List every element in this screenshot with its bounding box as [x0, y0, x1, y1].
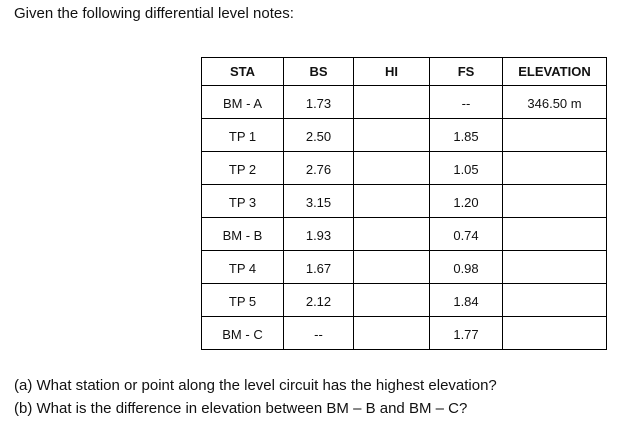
cell-sta: TP 2	[201, 151, 284, 185]
table-body: BM - A 1.73 -- 346.50 m TP 1 2.50 1.85 TP 2 2.76…	[201, 85, 607, 350]
empty-cell	[502, 151, 607, 185]
table-row: BM - C -- 1.77	[201, 316, 607, 350]
cell-bs: 2.76	[283, 151, 354, 185]
empty-cell	[502, 250, 607, 284]
empty-cell	[353, 250, 430, 284]
cell-fs: 1.84	[429, 283, 503, 317]
column-header: BS	[283, 57, 354, 86]
cell-bs: 1.73	[283, 85, 354, 119]
empty-cell	[353, 283, 430, 317]
empty-cell	[502, 217, 607, 251]
column-header: FS	[429, 57, 503, 86]
table-row: TP 1 2.50 1.85	[201, 118, 607, 152]
header-row: STA BS HI FS ELEVATION	[201, 57, 607, 86]
empty-cell	[502, 316, 607, 350]
column-header: ELEVATION	[502, 57, 607, 86]
cell-fs: 1.05	[429, 151, 503, 185]
cell-fs: 1.20	[429, 184, 503, 218]
question: (a) What station or point along the leve…	[14, 377, 497, 394]
cell-fs: 1.85	[429, 118, 503, 152]
cell-bs: --	[283, 316, 354, 350]
empty-cell	[353, 118, 430, 152]
intro: Given the following differential level n…	[14, 5, 294, 22]
column-header: STA	[201, 57, 284, 86]
column-header: HI	[353, 57, 430, 86]
empty-cell	[353, 85, 430, 119]
empty-cell	[502, 184, 607, 218]
cell-fs: 0.98	[429, 250, 503, 284]
cell-bs: 2.12	[283, 283, 354, 317]
empty-cell	[353, 184, 430, 218]
empty-cell	[502, 283, 607, 317]
empty-cell	[353, 151, 430, 185]
table-row: TP 3 3.15 1.20	[201, 184, 607, 218]
cell-sta: BM - C	[201, 316, 284, 350]
cell-sta: BM - B	[201, 217, 284, 251]
cell-sta: TP 5	[201, 283, 284, 317]
cell-fs: 1.77	[429, 316, 503, 350]
table-row: TP 4 1.67 0.98	[201, 250, 607, 284]
cell-sta: TP 4	[201, 250, 284, 284]
empty-cell	[353, 316, 430, 350]
table-row: BM - B 1.93 0.74	[201, 217, 607, 251]
empty-cell	[502, 118, 607, 152]
cell-fs: 0.74	[429, 217, 503, 251]
table-row: BM - A 1.73 -- 346.50 m	[201, 85, 607, 119]
cell-sta: TP 1	[201, 118, 284, 152]
question: (b) What is the difference in elevation …	[14, 400, 468, 417]
cell-fs: --	[429, 85, 503, 119]
empty-cell	[353, 217, 430, 251]
cell-sta: BM - A	[201, 85, 284, 119]
table-row: TP 2 2.76 1.05	[201, 151, 607, 185]
cell-elevation: 346.50 m	[502, 85, 607, 119]
cell-sta: TP 3	[201, 184, 284, 218]
cell-bs: 1.93	[283, 217, 354, 251]
cell-bs: 3.15	[283, 184, 354, 218]
table-row: TP 5 2.12 1.84	[201, 283, 607, 317]
cell-bs: 2.50	[283, 118, 354, 152]
cell-bs: 1.67	[283, 250, 354, 284]
